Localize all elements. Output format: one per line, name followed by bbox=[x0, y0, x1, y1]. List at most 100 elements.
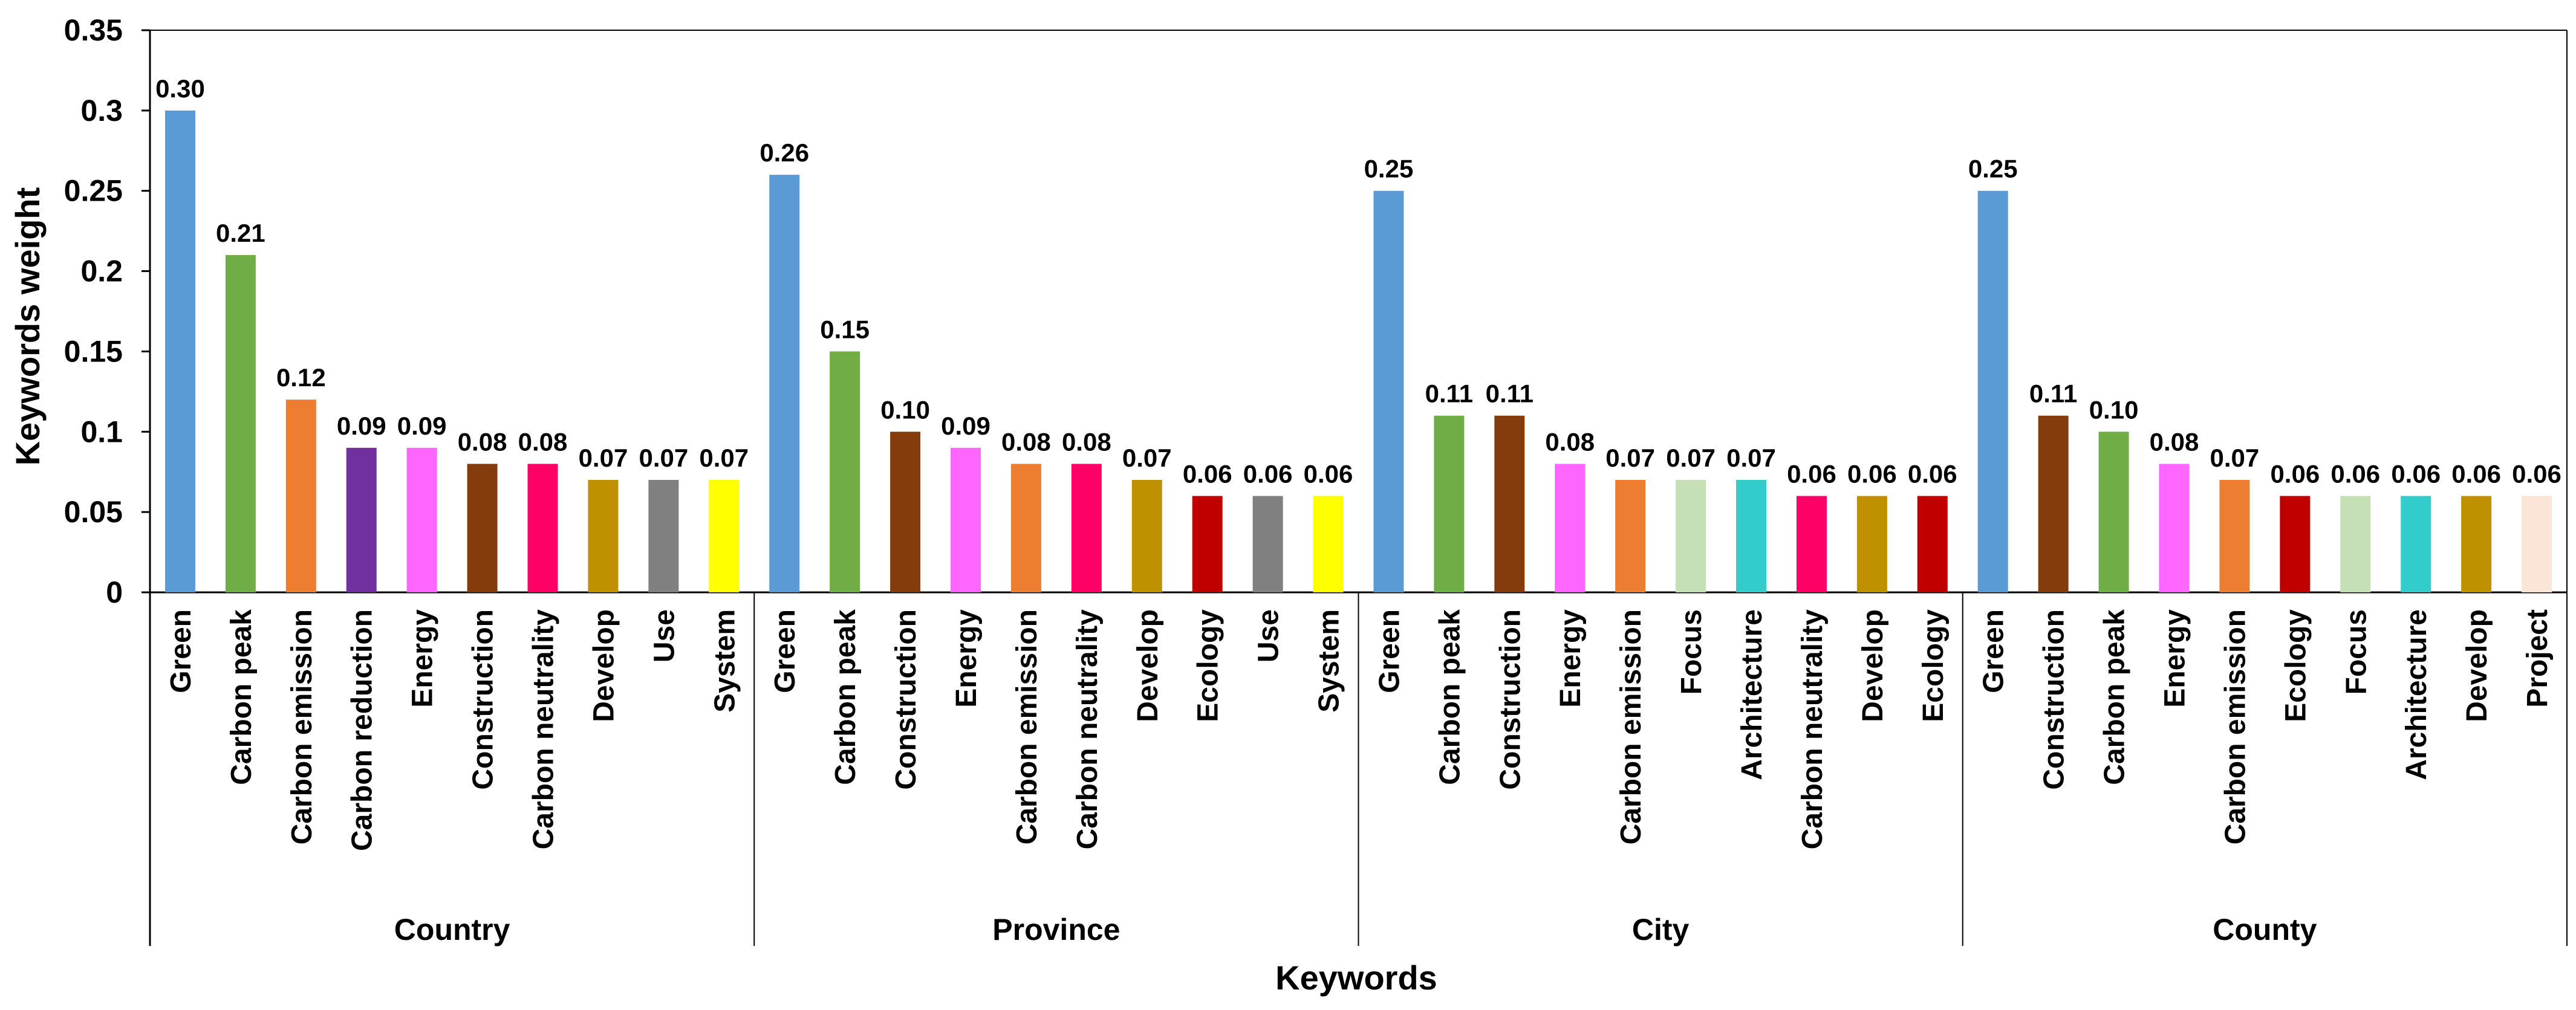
bar bbox=[769, 175, 800, 593]
data-label: 0.07 bbox=[1666, 444, 1716, 472]
category-label: Green bbox=[1978, 609, 2010, 693]
category-label: Energy bbox=[951, 609, 983, 708]
bar bbox=[1555, 464, 1586, 592]
bars-layer bbox=[164, 110, 2552, 593]
bar bbox=[648, 480, 679, 592]
x-axis-title: Keywords bbox=[1275, 959, 1437, 997]
category-label: Energy bbox=[1555, 609, 1587, 708]
category-label: Carbon emission bbox=[2219, 609, 2251, 844]
bar bbox=[1796, 496, 1827, 592]
data-label: 0.10 bbox=[880, 395, 930, 424]
category-label: Project bbox=[2522, 609, 2554, 708]
data-label: 0.12 bbox=[276, 363, 326, 392]
bar bbox=[527, 464, 558, 592]
category-label: Carbon emission bbox=[286, 609, 318, 844]
category-label: Ecology bbox=[1192, 609, 1225, 722]
category-label: Carbon neutrality bbox=[1072, 609, 1104, 850]
category-label: Develop bbox=[1857, 609, 1889, 722]
group-label: Country bbox=[394, 913, 510, 947]
data-label: 0.06 bbox=[2270, 460, 2320, 488]
y-axis-title: Keywords weight bbox=[8, 187, 47, 466]
bar bbox=[1917, 496, 1948, 592]
category-label: Carbon emission bbox=[1615, 609, 1647, 844]
category-label: System bbox=[709, 609, 741, 713]
category-label: Construction bbox=[2038, 609, 2070, 790]
category-label: Ecology bbox=[2280, 609, 2312, 722]
category-label: Architecture bbox=[1736, 609, 1768, 780]
bar bbox=[1192, 496, 1223, 592]
category-label: Energy bbox=[407, 609, 439, 708]
bar bbox=[890, 432, 921, 592]
data-label: 0.08 bbox=[458, 427, 507, 456]
category-label: Use bbox=[648, 609, 680, 662]
data-label: 0.07 bbox=[1605, 444, 1655, 472]
bar bbox=[2340, 496, 2371, 592]
bar bbox=[164, 110, 195, 592]
data-label: 0.07 bbox=[639, 444, 688, 472]
bar bbox=[588, 480, 619, 592]
category-label: Architecture bbox=[2401, 609, 2433, 780]
data-label: 0.11 bbox=[2029, 380, 2077, 408]
data-label: 0.11 bbox=[1486, 380, 1534, 408]
category-label: Carbon peak bbox=[1434, 609, 1466, 785]
bar bbox=[1736, 480, 1767, 592]
data-label: 0.25 bbox=[1968, 155, 2018, 183]
data-label: 0.07 bbox=[579, 444, 628, 472]
data-label: 0.15 bbox=[820, 315, 870, 343]
bar bbox=[467, 464, 498, 592]
bar bbox=[225, 255, 256, 592]
bar bbox=[2280, 496, 2311, 592]
category-label: Carbon peak bbox=[830, 609, 862, 785]
bar bbox=[346, 447, 377, 592]
category-label: System bbox=[1313, 609, 1345, 713]
bar bbox=[2461, 496, 2492, 592]
bar bbox=[950, 447, 981, 592]
bar bbox=[1494, 415, 1525, 592]
data-label: 0.08 bbox=[1545, 427, 1595, 456]
bar bbox=[2219, 480, 2250, 592]
y-tick-label: 0 bbox=[106, 575, 123, 609]
category-label: Ecology bbox=[1917, 609, 1950, 722]
data-label: 0.06 bbox=[1787, 460, 1836, 488]
y-tick-label: 0.3 bbox=[80, 94, 123, 128]
data-label: 0.10 bbox=[2089, 395, 2139, 424]
bar bbox=[1010, 464, 1041, 592]
category-label: Carbon peak bbox=[2099, 609, 2131, 785]
data-label: 0.06 bbox=[1243, 460, 1293, 488]
bar bbox=[1676, 480, 1706, 592]
category-label: Green bbox=[1373, 609, 1405, 693]
y-tick-label: 0.05 bbox=[64, 495, 123, 529]
category-label: Use bbox=[1253, 609, 1285, 662]
category-label: Carbon reduction bbox=[346, 609, 379, 851]
bar bbox=[2038, 415, 2069, 592]
data-label: 0.08 bbox=[1001, 427, 1051, 456]
group-label: County bbox=[2213, 913, 2317, 947]
bar bbox=[1434, 415, 1465, 592]
category-label: Carbon neutrality bbox=[1797, 609, 1829, 850]
data-label: 0.09 bbox=[337, 412, 386, 440]
data-label: 0.06 bbox=[1908, 460, 1957, 488]
bar bbox=[2098, 432, 2129, 592]
y-tick-label: 0.1 bbox=[80, 415, 123, 448]
bar bbox=[406, 447, 437, 592]
y-tick-label: 0.15 bbox=[64, 334, 123, 368]
category-label: Develop bbox=[1132, 609, 1164, 722]
bar bbox=[1373, 190, 1404, 592]
data-label: 0.06 bbox=[2330, 460, 2380, 488]
data-label: 0.06 bbox=[2512, 460, 2561, 488]
bar bbox=[830, 351, 860, 592]
data-label: 0.26 bbox=[759, 138, 809, 167]
category-label: Green bbox=[769, 609, 801, 693]
labels-layer: 0 0.05 0.1 0.15 0.2 0.25 0.3 0.35 0.30 Green 0.21 C… bbox=[64, 13, 2561, 947]
category-label: Carbon emission bbox=[1011, 609, 1043, 844]
category-label: Green bbox=[165, 609, 197, 693]
data-label: 0.07 bbox=[2210, 444, 2260, 472]
data-label: 0.11 bbox=[1425, 380, 1473, 408]
data-label: 0.06 bbox=[1847, 460, 1897, 488]
data-label: 0.09 bbox=[397, 412, 447, 440]
category-label: Carbon peak bbox=[226, 609, 258, 785]
y-tick-label: 0.2 bbox=[80, 254, 123, 288]
bar bbox=[1615, 480, 1646, 592]
category-label: Focus bbox=[1676, 609, 1708, 694]
